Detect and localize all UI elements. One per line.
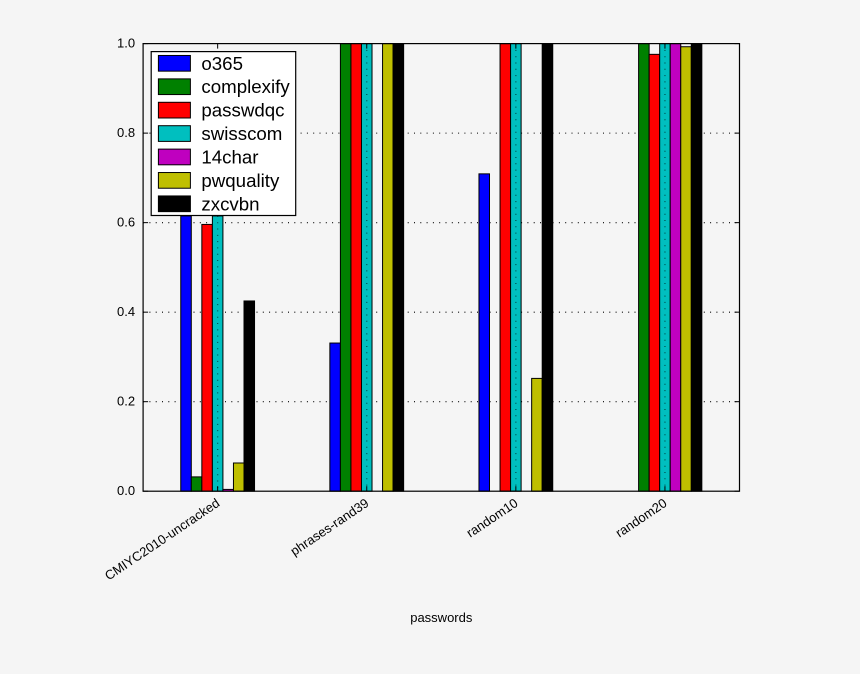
- svg-text:1.0: 1.0: [117, 36, 135, 51]
- svg-text:o365: o365: [201, 53, 243, 74]
- svg-text:0.0: 0.0: [117, 483, 135, 498]
- svg-text:passwords: passwords: [410, 610, 473, 625]
- svg-text:0.4: 0.4: [117, 304, 135, 319]
- svg-text:0.6: 0.6: [117, 215, 135, 230]
- svg-text:passwdqc: passwdqc: [201, 100, 284, 121]
- svg-text:swisscom: swisscom: [201, 123, 282, 144]
- svg-text:pwquality: pwquality: [201, 170, 280, 191]
- svg-text:zxcvbn: zxcvbn: [201, 193, 259, 214]
- svg-text:0.8: 0.8: [117, 125, 135, 140]
- svg-text:0.2: 0.2: [117, 394, 135, 409]
- svg-text:complexify: complexify: [201, 76, 290, 97]
- svg-text:14char: 14char: [201, 146, 258, 167]
